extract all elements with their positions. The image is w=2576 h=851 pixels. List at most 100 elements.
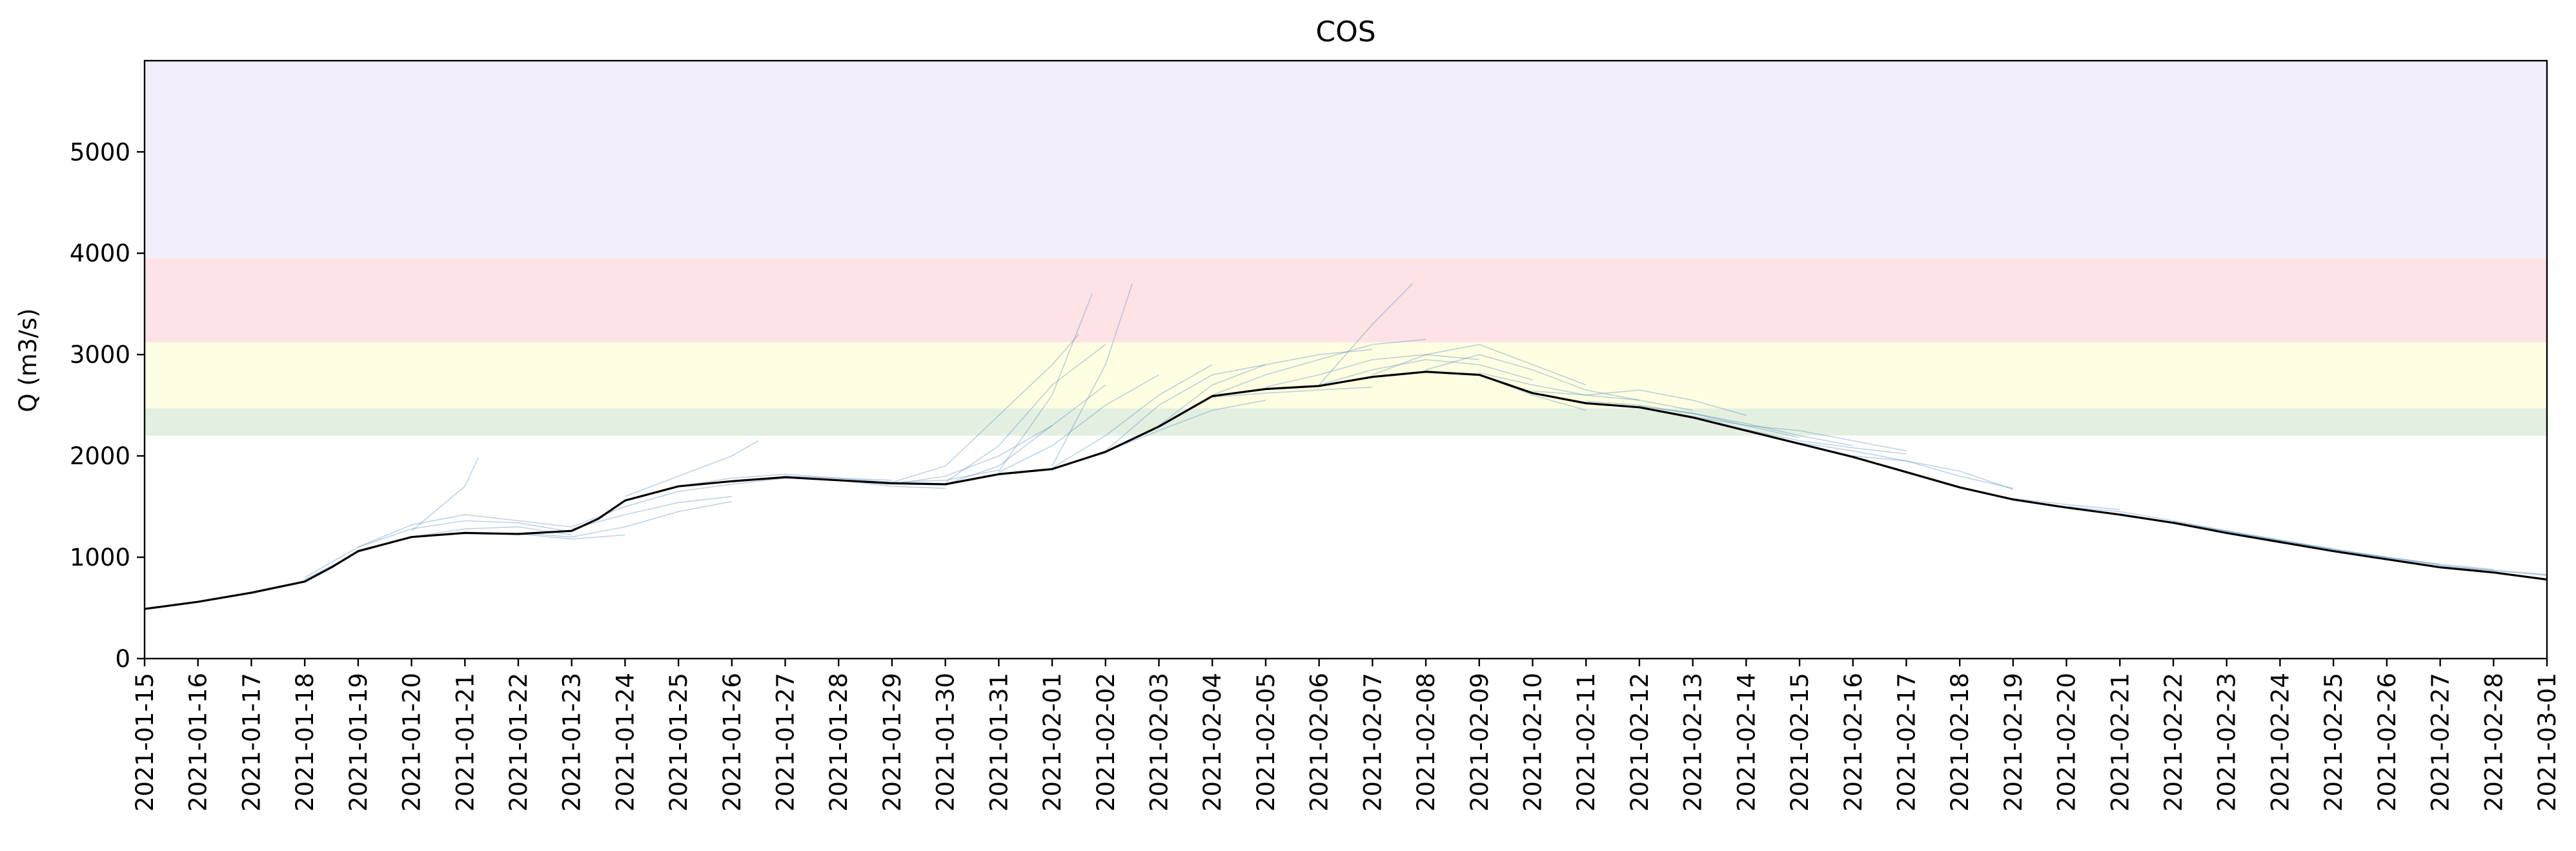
plot-frame (143, 59, 2548, 660)
x-tick-label-2021-01-26: 2021-01-26 (718, 673, 746, 812)
ensemble-member-25 (1265, 354, 1479, 388)
x-tick-label-2021-01-27: 2021-01-27 (772, 673, 800, 812)
ensemble-member-35 (1692, 416, 1907, 452)
y-tick-label-5000: 5000 (70, 138, 130, 166)
y-tick-label-0: 0 (115, 645, 130, 673)
ensemble-member-27 (1319, 359, 1533, 385)
chart-title: COS (1315, 15, 1375, 48)
x-tick-label-2021-02-17: 2021-02-17 (1893, 673, 1921, 812)
forecast-ensemble (304, 283, 2548, 580)
y-tick-label-2000: 2000 (70, 442, 130, 470)
ensemble-member-24 (1212, 386, 1373, 398)
x-tick-label-2021-01-18: 2021-01-18 (291, 673, 319, 812)
ensemble-member-22 (1159, 349, 1373, 426)
x-tick-label-2021-02-23: 2021-02-23 (2213, 673, 2241, 812)
x-tick-label-2021-01-21: 2021-01-21 (451, 673, 479, 812)
ensemble-member-44 (2280, 540, 2440, 565)
threshold-band-3 (145, 61, 2547, 259)
threshold-bands (145, 61, 2547, 436)
x-tick-label-2021-02-28: 2021-02-28 (2480, 673, 2508, 812)
ensemble-member-5 (518, 500, 732, 538)
x-tick-label-2021-02-16: 2021-02-16 (1840, 673, 1867, 812)
y-tick-label-1000: 1000 (70, 544, 130, 571)
threshold-band-0 (145, 408, 2547, 436)
x-tick-label-2021-02-19: 2021-02-19 (2000, 673, 2027, 812)
x-tick-label-2021-01-29: 2021-01-29 (878, 673, 906, 812)
x-tick-label-2021-01-25: 2021-01-25 (665, 673, 693, 812)
ensemble-member-46 (2386, 557, 2548, 575)
x-axis: 2021-01-15 2021-01-16 2021-01-17 2021-01-18… (131, 659, 2561, 812)
ensemble-member-32 (1532, 389, 1747, 416)
x-tick-label-2021-01-20: 2021-01-20 (398, 673, 426, 812)
y-axis-label: Q (m3/s) (14, 308, 42, 412)
ensemble-member-28 (1372, 343, 1587, 385)
ensemble-member-26 (1318, 283, 1413, 385)
ensemble-member-19 (1051, 364, 1213, 469)
x-tick-label-2021-01-31: 2021-01-31 (985, 673, 1013, 812)
ensemble-member-14 (945, 343, 1106, 483)
x-tick-label-2021-02-20: 2021-02-20 (2053, 673, 2081, 812)
ensemble-member-8 (625, 440, 759, 497)
x-tick-label-2021-02-14: 2021-02-14 (1732, 673, 1760, 812)
observed-line (144, 371, 2548, 610)
ensemble-member-20 (1105, 364, 1266, 451)
ensemble-member-33 (1586, 400, 1800, 438)
x-tick-label-2021-02-18: 2021-02-18 (1946, 673, 1974, 812)
x-tick-label-2021-02-25: 2021-02-25 (2320, 673, 2348, 812)
x-tick-label-2021-01-16: 2021-01-16 (185, 673, 212, 812)
ensemble-member-31 (1479, 372, 1693, 411)
x-tick-label-2021-02-27: 2021-02-27 (2427, 673, 2455, 812)
ensemble-member-29 (1425, 354, 1640, 401)
x-tick-label-2021-02-13: 2021-02-13 (1679, 673, 1707, 812)
ensemble-member-37 (1799, 442, 2014, 489)
x-tick-label-2021-01-17: 2021-01-17 (238, 673, 265, 812)
x-tick-label-2021-01-28: 2021-01-28 (825, 673, 853, 812)
ensemble-member-38 (1852, 455, 2014, 490)
x-tick-label-2021-02-12: 2021-02-12 (1626, 673, 1654, 812)
ensemble-member-47 (2440, 566, 2548, 577)
ensemble-member-18 (1051, 283, 1133, 467)
ensemble-member-39 (2013, 498, 2120, 511)
ensemble-member-7 (571, 496, 732, 529)
x-tick-label-2021-02-03: 2021-02-03 (1146, 673, 1173, 812)
ensemble-member-43 (2226, 530, 2388, 558)
ensemble-member-42 (2173, 521, 2334, 550)
x-tick-label-2021-02-09: 2021-02-09 (1466, 673, 1494, 812)
x-tick-label-2021-02-06: 2021-02-06 (1306, 673, 1334, 812)
threshold-band-1 (145, 342, 2547, 409)
ensemble-member-40 (2066, 506, 2227, 531)
x-tick-label-2021-01-24: 2021-01-24 (611, 673, 639, 812)
x-tick-label-2021-02-11: 2021-02-11 (1572, 673, 1600, 812)
x-tick-label-2021-02-10: 2021-02-10 (1519, 673, 1547, 812)
x-tick-label-2021-02-24: 2021-02-24 (2266, 673, 2294, 812)
x-tick-label-2021-02-05: 2021-02-05 (1252, 673, 1280, 812)
x-tick-label-2021-01-30: 2021-01-30 (932, 673, 960, 812)
x-tick-label-2021-01-23: 2021-01-23 (558, 673, 586, 812)
ensemble-member-13 (891, 334, 1080, 483)
ensemble-member-34 (1639, 405, 1853, 447)
y-tick-label-4000: 4000 (70, 240, 130, 267)
x-tick-label-2021-02-02: 2021-02-02 (1092, 673, 1120, 812)
ensemble-member-15 (945, 384, 1106, 485)
x-tick-label-2021-02-04: 2021-02-04 (1199, 673, 1226, 812)
ensemble-member-45 (2333, 549, 2494, 570)
y-axis: 0 1000 2000 3000 4000 5000 (70, 138, 145, 673)
x-tick-label-2021-03-01: 2021-03-01 (2533, 673, 2561, 812)
observed-series (144, 371, 2548, 610)
ensemble-member-36 (1746, 429, 1907, 455)
x-tick-label-2021-02-07: 2021-02-07 (1359, 673, 1386, 812)
x-tick-label-2021-02-01: 2021-02-01 (1039, 673, 1066, 812)
ensemble-member-23 (1212, 338, 1426, 396)
x-tick-label-2021-02-08: 2021-02-08 (1412, 673, 1440, 812)
x-tick-label-2021-01-22: 2021-01-22 (505, 673, 532, 812)
threshold-band-2 (145, 258, 2547, 343)
x-tick-label-2021-02-26: 2021-02-26 (2373, 673, 2401, 812)
ensemble-member-21 (1105, 400, 1266, 453)
y-tick-label-3000: 3000 (70, 341, 130, 369)
ensemble-member-17 (999, 374, 1159, 473)
ensemble-member-16 (998, 293, 1093, 472)
x-tick-label-2021-01-19: 2021-01-19 (345, 673, 372, 812)
ensemble-member-0 (304, 520, 572, 579)
x-tick-label-2021-02-22: 2021-02-22 (2160, 673, 2187, 812)
